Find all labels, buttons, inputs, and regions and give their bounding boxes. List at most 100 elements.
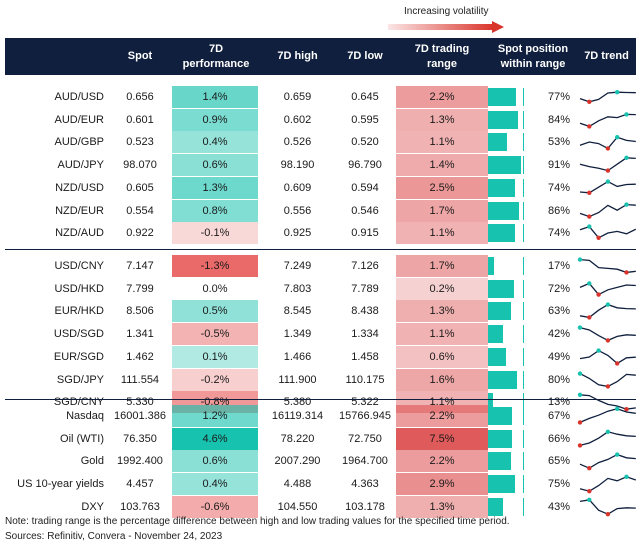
position-cell: 74%: [488, 224, 578, 243]
range-value: 1.3%: [396, 108, 488, 131]
trend-high-marker: [615, 135, 620, 140]
position-bar: [488, 224, 515, 243]
header-trend: 7D trend: [584, 50, 629, 62]
table-row: SGD/JPY 111.554 -0.2% 111.900 110.175 1.6% 80%: [5, 368, 636, 391]
low-value: 72.750: [348, 432, 382, 445]
trend-high-marker: [624, 201, 629, 207]
position-marker-line: [523, 302, 524, 321]
position-bar: [488, 302, 511, 321]
low-value: 7.789: [351, 282, 379, 295]
pair-label: NZD/AUD: [55, 227, 104, 240]
trend-line: [579, 408, 636, 423]
position-value: 67%: [547, 410, 570, 422]
trend-sparkline: [579, 474, 637, 494]
spot-value: 98.070: [123, 159, 157, 172]
low-value: 96.790: [348, 159, 382, 172]
trend-sparkline: [579, 90, 636, 104]
trend-low-marker: [587, 489, 592, 494]
position-cell: 43%: [488, 497, 578, 516]
position-bar: [488, 452, 511, 471]
high-value: 0.609: [283, 181, 312, 194]
position-marker-line: [523, 133, 524, 152]
trend-low-marker: [605, 383, 611, 389]
range-value: 2.2%: [396, 86, 488, 108]
header-position: Spot position within range: [488, 38, 578, 75]
spot-value: 7.147: [126, 260, 154, 272]
high-value: 111.900: [278, 373, 317, 386]
low-value: 1964.700: [342, 455, 388, 468]
position-marker-line: [523, 224, 524, 243]
high-value: 0.526: [283, 136, 312, 149]
pair-label: NZD/EUR: [55, 204, 104, 217]
trend-sparkline: [579, 348, 636, 366]
range-value: 1.7%: [396, 199, 488, 222]
performance-value: -0.1%: [172, 222, 258, 245]
position-marker-line: [523, 429, 524, 448]
range-value: 1.3%: [396, 495, 488, 518]
table-row: Oil (WTI) 76.350 4.6% 78.220 72.750 7.5% 66%: [5, 427, 636, 450]
high-value: 1.466: [283, 350, 312, 363]
pair-label: EUR/SGD: [53, 350, 104, 363]
high-value: 0.602: [283, 113, 312, 126]
high-value: 16119.314: [271, 410, 324, 422]
trend-high-marker: [624, 111, 629, 117]
spot-value: 111.554: [120, 373, 160, 386]
trend-high-marker: [605, 179, 611, 184]
high-value: 78.220: [280, 432, 315, 445]
table-row: US 10-year yields 4.457 0.4% 4.488 4.363 2.9%…: [5, 473, 637, 496]
header-performance: 7D performance: [172, 38, 260, 75]
pair-label: Nasdaq: [66, 410, 104, 422]
position-marker-line: [523, 279, 524, 298]
header-position-line2: within range: [500, 57, 566, 70]
pair-label: USD/HKD: [54, 282, 104, 295]
pair-label: SGD/JPY: [56, 373, 104, 386]
pair-label: NZD/USD: [55, 181, 104, 194]
trend-low-marker: [587, 190, 592, 195]
trend-high-marker: [587, 224, 592, 229]
trend-low-marker: [587, 466, 592, 471]
sources: Sources: Refinitiv, Convera - November 2…: [5, 531, 223, 542]
spot-value: 1.462: [126, 350, 154, 363]
trend-sparkline: [577, 406, 636, 425]
performance-value: -0.2%: [172, 368, 258, 391]
trend-line: [579, 476, 637, 492]
trend-sparkline: [579, 179, 636, 195]
table-row: NZD/AUD 0.922 -0.1% 0.925 0.915 1.1% 74%: [5, 222, 637, 245]
performance-value: 0.6%: [172, 154, 258, 177]
position-bar: [488, 407, 512, 425]
low-value: 1.334: [351, 328, 379, 341]
performance-value: 1.2%: [172, 405, 258, 427]
table-row: Nasdaq 16001.386 1.2% 16119.314 15766.945 2.2…: [5, 405, 636, 427]
spot-value: 1992.400: [117, 455, 163, 468]
spot-value: 7.799: [126, 282, 154, 295]
table-row: NZD/USD 0.605 1.3% 0.609 0.594 2.5% 74%: [5, 176, 636, 199]
trend-line: [579, 454, 636, 470]
position-bar: [488, 370, 517, 389]
footnote: Note: trading range is the percentage di…: [5, 516, 510, 527]
high-value: 0.925: [283, 227, 312, 240]
header-range-line1: 7D trading: [414, 42, 470, 55]
position-marker-line: [523, 347, 524, 366]
group-divider: [5, 399, 636, 400]
position-marker-line: [523, 178, 524, 197]
pair-label: AUD/USD: [54, 91, 104, 103]
high-value: 2007.290: [274, 455, 321, 468]
position-marker-line: [523, 407, 524, 425]
trend-sparkline: [579, 280, 636, 297]
trend-sparkline: [577, 325, 636, 343]
trend-high-marker: [587, 497, 592, 502]
performance-value: 0.0%: [202, 282, 228, 295]
pair-label: USD/CNY: [54, 260, 104, 272]
low-value: 1.458: [351, 350, 379, 363]
header-range-line2: range: [427, 57, 457, 70]
header-position-line1: Spot position: [497, 42, 569, 55]
position-bar: [488, 475, 515, 494]
table-row: EUR/SGD 1.462 0.1% 1.466 1.458 0.6% 49%: [5, 345, 636, 368]
performance-value: 1.4%: [172, 86, 258, 108]
position-bar: [488, 279, 514, 298]
position-marker-line: [523, 393, 524, 412]
performance-value: 0.5%: [172, 300, 258, 323]
pair-label: US 10-year yields: [17, 478, 104, 491]
range-value: 2.2%: [396, 405, 488, 427]
range-value: 2.2%: [396, 450, 488, 473]
